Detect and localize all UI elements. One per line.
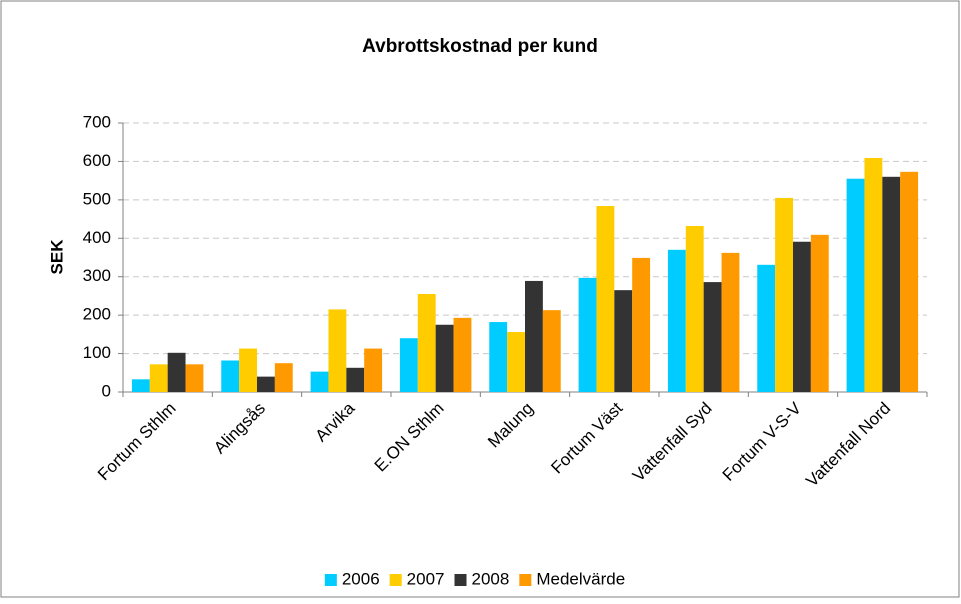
y-tick-label: 200 [83,305,111,324]
bar [685,225,704,392]
bar [793,241,811,392]
y-tick-label: 300 [83,266,111,285]
bar [757,264,776,392]
bar [257,376,275,392]
legend-swatch [454,574,467,586]
bar [489,322,508,392]
bar [435,324,454,392]
bar [864,157,883,392]
bar [775,197,793,392]
bar [810,234,829,392]
y-tick-label: 700 [83,112,111,131]
bar [221,360,240,392]
y-axis-label: SEK [47,239,66,275]
bar [614,290,633,392]
legend-swatch [519,574,532,586]
bar [417,294,436,392]
bar [131,379,150,392]
bar [542,310,561,392]
y-tick-label: 400 [83,228,111,247]
y-tick-label: 600 [83,151,111,170]
bar [346,367,365,392]
bar [507,332,525,392]
bar [399,338,418,392]
bar [453,317,472,392]
legend-label: 2008 [472,569,510,588]
y-tick-label: 500 [83,189,111,208]
legend-swatch [389,574,402,586]
bar [596,206,615,392]
legend-label: 2007 [407,569,445,588]
legend-label: 2006 [342,569,380,588]
bar [328,309,347,392]
bar [578,277,597,392]
y-tick-label: 100 [83,343,111,362]
bar [525,280,543,392]
bar [239,348,257,392]
bar [185,364,204,392]
bar [703,282,722,392]
bar [167,352,186,392]
legend-swatch [324,574,337,586]
bar [900,171,919,392]
bar [149,364,168,392]
legend-label: Medelvärde [536,569,625,588]
bar [882,176,901,392]
bar [364,348,383,392]
chart-title: Avbrottskostnad per kund [362,36,598,57]
y-tick-label: 0 [102,381,111,400]
bar [846,178,865,392]
bar [274,363,293,392]
bar [667,249,686,392]
bar [310,371,329,392]
bar [632,257,651,392]
bar [721,252,740,392]
